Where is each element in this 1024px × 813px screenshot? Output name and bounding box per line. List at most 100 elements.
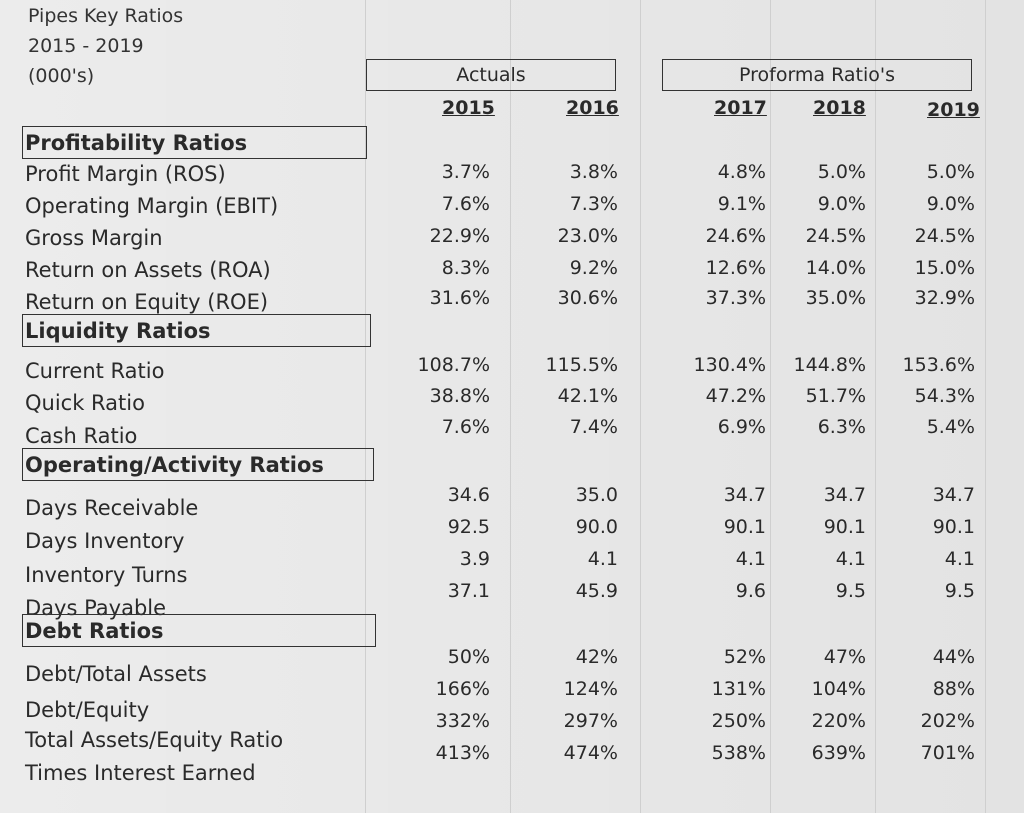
ratio-value-2019: 701% [920,742,975,764]
ratio-value-2017: 4.8% [717,161,766,183]
actuals-group-box [366,59,616,91]
ratio-value-2018: 144.8% [793,354,866,376]
proforma-group-label: Proforma Ratio's [738,64,896,86]
ratio-value-2015: 50% [447,646,490,668]
ratio-value-2019: 5.4% [926,416,975,438]
ratio-label: Debt/Total Assets [25,662,207,686]
ratio-value-2015: 108.7% [417,354,490,376]
ratio-value-2018: 47% [823,646,866,668]
ratio-value-2018: 35.0% [805,287,866,309]
ratio-value-2018: 5.0% [817,161,866,183]
ratio-value-2016: 90.0 [575,516,618,538]
grid-column-line [875,0,876,813]
year-header-2016: 2016 [566,97,619,119]
ratio-label: Debt/Equity [25,698,150,722]
ratio-label: Total Assets/Equity Ratio [25,728,284,752]
ratio-value-2015: 8.3% [441,257,490,279]
ratio-value-2016: 45.9 [575,580,618,602]
ratio-value-2018: 34.7 [823,484,866,506]
proforma-group-box [662,59,972,91]
ratio-label: Current Ratio [25,359,165,383]
ratio-value-2015: 31.6% [429,287,490,309]
ratio-value-2016: 42.1% [557,385,618,407]
ratio-value-2015: 166% [435,678,490,700]
ratio-value-2016: 4.1 [587,548,618,570]
ratio-value-2018: 6.3% [817,416,866,438]
ratio-value-2015: 38.8% [429,385,490,407]
ratio-value-2017: 4.1 [735,548,766,570]
ratio-value-2016: 42% [575,646,618,668]
ratio-value-2016: 474% [563,742,618,764]
ratio-label: Profit Margin (ROS) [25,162,226,186]
ratio-value-2019: 5.0% [926,161,975,183]
ratio-value-2017: 37.3% [705,287,766,309]
year-header-2015: 2015 [442,97,495,119]
section-header: Liquidity Ratios [22,314,371,347]
ratio-value-2018: 4.1 [835,548,866,570]
ratio-label: Days Payable [25,596,167,620]
ratio-value-2017: 90.1 [723,516,766,538]
ratio-label: Days Receivable [25,496,199,520]
ratio-value-2017: 47.2% [705,385,766,407]
ratio-value-2015: 7.6% [441,193,490,215]
ratio-value-2015: 3.7% [441,161,490,183]
ratio-value-2016: 297% [563,710,618,732]
ratio-value-2017: 52% [723,646,766,668]
ratio-value-2016: 124% [563,678,618,700]
ratio-value-2018: 9.0% [817,193,866,215]
ratio-value-2015: 7.6% [441,416,490,438]
ratio-label: Gross Margin [25,226,163,250]
section-header: Debt Ratios [22,614,376,647]
ratio-value-2019: 90.1 [932,516,975,538]
ratio-value-2019: 9.0% [926,193,975,215]
ratio-value-2018: 14.0% [805,257,866,279]
grid-column-line [985,0,986,813]
ratio-value-2015: 34.6 [447,484,490,506]
ratio-value-2016: 115.5% [545,354,618,376]
grid-column-line [770,0,771,813]
sheet-period: 2015 - 2019 [28,35,144,57]
ratio-label: Inventory Turns [25,563,188,587]
grid-column-line [640,0,641,813]
ratio-label: Return on Assets (ROA) [25,258,271,282]
year-header-2019: 2019 [927,99,980,121]
ratio-label: Times Interest Earned [25,761,256,785]
ratio-value-2018: 104% [811,678,866,700]
sheet-title: Pipes Key Ratios [28,5,184,27]
grid-column-line [365,0,366,813]
ratio-value-2016: 7.4% [569,416,618,438]
ratio-value-2019: 202% [920,710,975,732]
ratio-value-2018: 51.7% [805,385,866,407]
ratio-value-2016: 7.3% [569,193,618,215]
ratio-value-2015: 332% [435,710,490,732]
ratio-value-2015: 37.1 [447,580,490,602]
ratio-value-2015: 3.9 [459,548,490,570]
ratio-value-2016: 35.0 [575,484,618,506]
ratio-value-2017: 34.7 [723,484,766,506]
ratio-value-2018: 9.5 [835,580,866,602]
ratio-value-2018: 220% [811,710,866,732]
ratio-label: Return on Equity (ROE) [25,290,269,314]
ratio-label: Cash Ratio [25,424,138,448]
ratio-value-2019: 153.6% [902,354,975,376]
ratio-label: Quick Ratio [25,391,145,415]
ratio-label: Days Inventory [25,529,185,553]
ratio-value-2016: 3.8% [569,161,618,183]
ratio-value-2019: 24.5% [914,225,975,247]
ratio-value-2019: 34.7 [932,484,975,506]
section-header: Operating/Activity Ratios [22,448,374,481]
ratio-value-2017: 12.6% [705,257,766,279]
ratio-value-2017: 131% [711,678,766,700]
actuals-group-label: Actuals [456,64,526,86]
ratio-value-2017: 24.6% [705,225,766,247]
ratio-value-2015: 22.9% [429,225,490,247]
ratio-value-2016: 9.2% [569,257,618,279]
ratio-value-2016: 30.6% [557,287,618,309]
ratio-value-2015: 413% [435,742,490,764]
year-header-2018: 2018 [813,97,866,119]
year-header-2017: 2017 [714,97,767,119]
ratio-value-2019: 32.9% [914,287,975,309]
ratio-value-2019: 15.0% [914,257,975,279]
grid-column-line [510,0,511,813]
